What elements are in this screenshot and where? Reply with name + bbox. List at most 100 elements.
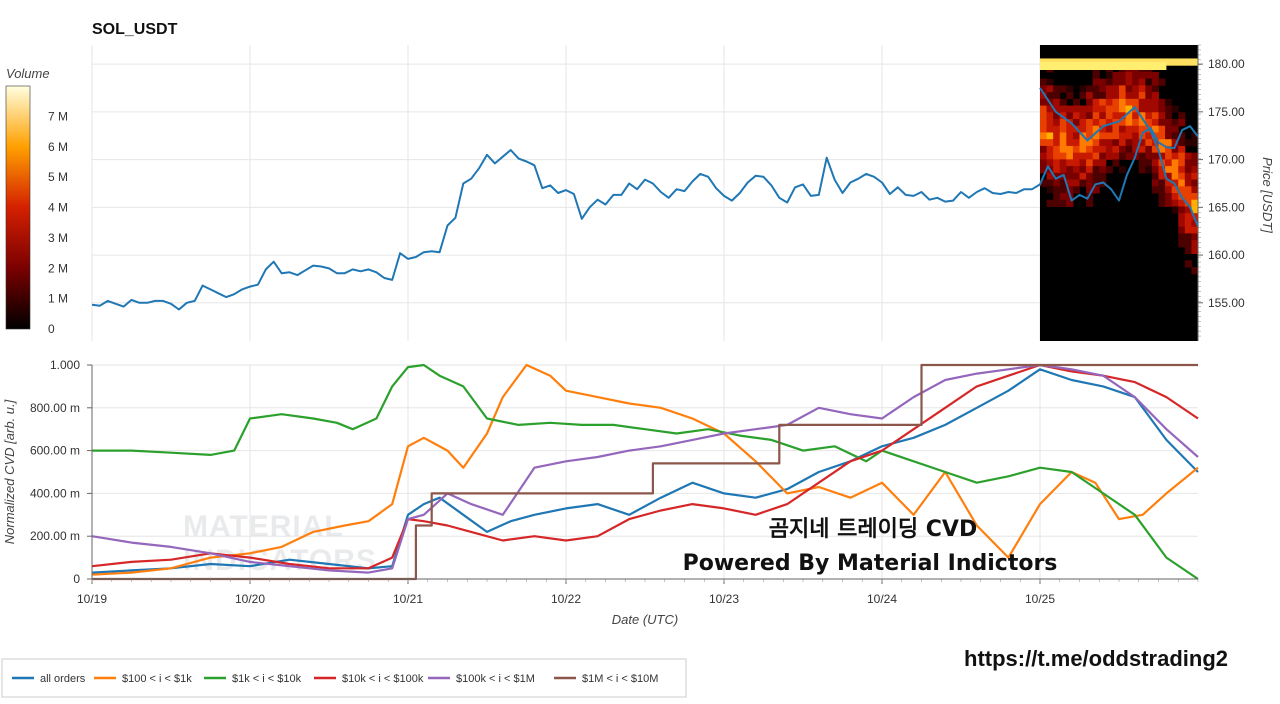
price-grid [91, 45, 1198, 341]
heatmap-cell [1132, 98, 1140, 107]
heatmap-cell [1059, 98, 1067, 107]
heatmap-cell [1165, 125, 1173, 133]
price-tick-label-1: 160.00 [1208, 248, 1245, 262]
heatmap-cell [1151, 186, 1159, 194]
heatmap-cell [1119, 105, 1127, 113]
heatmap-cell [1099, 132, 1107, 140]
price-axis-ticks: 155.00 160.00 165.00 170.00 175.00 180.00 [1198, 44, 1245, 337]
legend-label-2[interactable]: $1k < i < $10k [232, 673, 302, 685]
heatmap-cell [1099, 152, 1107, 160]
heatmap-cell [1151, 179, 1159, 187]
price-tick-label-0: 155.00 [1208, 296, 1245, 310]
heatmap-cell [1158, 132, 1166, 140]
heatmap-cell [1171, 105, 1179, 113]
heatmap-cell [1040, 105, 1048, 113]
heatmap-cell [1132, 71, 1140, 80]
heatmap-cell [1112, 125, 1120, 133]
heatmap-cell [1191, 233, 1199, 241]
cvd-tick-label-3: 600.00 m [30, 444, 80, 458]
heatmap-cell [1072, 105, 1080, 113]
heatmap-cell [1066, 85, 1074, 93]
heatmap-cell [1059, 179, 1067, 187]
heatmap-cell [1171, 172, 1179, 181]
legend-label-4[interactable]: $100k < i < $1M [456, 673, 535, 685]
cvd-axis-title: Normalized CVD [arb. u.] [2, 399, 17, 544]
heatmap-cell [1105, 85, 1113, 93]
heatmap-cell [1132, 125, 1140, 133]
cvd-tick-label-5: 1.000 [50, 358, 80, 372]
heatmap-cell [1191, 240, 1199, 248]
legend-label-0[interactable]: all orders [40, 673, 86, 685]
date-axis-ticks: 10/19 10/20 10/21 10/22 10/23 10/24 10/25 [77, 579, 1199, 606]
heatmap-cell [1158, 98, 1166, 107]
telegram-url[interactable]: https://t.me/oddstrading2 [964, 646, 1228, 671]
heatmap-cell [1105, 125, 1113, 133]
heatmap-cell [1165, 132, 1173, 140]
heatmap-cell [1184, 219, 1192, 228]
heatmap-cell [1053, 92, 1061, 100]
heatmap-cell [1105, 119, 1113, 127]
heatmap-cell [1191, 139, 1199, 147]
heatmap-cell [1119, 98, 1127, 107]
heatmap-cell [1178, 145, 1186, 154]
heatmap-cell [1145, 145, 1153, 154]
heatmap-cell [1191, 206, 1199, 214]
legend: all orders $100 < i < $1k $1k < i < $10k $1… [12, 673, 658, 685]
heatmap-cell [1072, 152, 1080, 160]
heatmap-cell [1184, 246, 1192, 255]
heatmap-cell [1145, 92, 1153, 100]
heatmap-cell [1046, 92, 1054, 100]
heatmap-cell [1125, 112, 1133, 120]
heatmap-cell [1066, 139, 1074, 147]
heatmap-cell [1112, 78, 1120, 86]
heatmap-cell [1191, 246, 1199, 255]
heatmap-cell [1059, 139, 1067, 147]
heatmap-cell [1079, 139, 1087, 147]
date-tick-label-1: 10/20 [235, 592, 265, 606]
heatmap-cell [1119, 92, 1127, 100]
heatmap-cell [1165, 58, 1173, 66]
heatmap-cell [1059, 119, 1067, 127]
heatmap-cell [1184, 206, 1192, 214]
heatmap-cell [1171, 145, 1179, 154]
legend-label-5[interactable]: $1M < i < $10M [582, 673, 658, 685]
heatmap-cell [1040, 145, 1048, 154]
heatmap-cell [1165, 152, 1173, 160]
heatmap-cell [1158, 166, 1166, 174]
heatmap-cell [1079, 85, 1087, 93]
heatmap-cell [1158, 152, 1166, 160]
heatmap-cell [1046, 159, 1054, 167]
legend-label-1[interactable]: $100 < i < $1k [122, 673, 192, 685]
legend-label-3[interactable]: $10k < i < $100k [342, 673, 424, 685]
heatmap-cell [1053, 152, 1061, 160]
heatmap-cell [1099, 119, 1107, 127]
heatmap-cell [1132, 132, 1140, 140]
heatmap-cell [1165, 172, 1173, 181]
heatmap-cell [1066, 125, 1074, 133]
heatmap-cell [1191, 172, 1199, 181]
heatmap-cell [1132, 112, 1140, 120]
heatmap-cell [1184, 226, 1192, 234]
heatmap-cell [1119, 152, 1127, 160]
heatmap-cell [1079, 105, 1087, 113]
date-tick-label-6: 10/25 [1025, 592, 1055, 606]
heatmap-cell [1165, 112, 1173, 120]
heatmap-cell [1099, 105, 1107, 113]
heatmap-cell [1046, 186, 1054, 194]
heatmap-cell [1092, 166, 1100, 174]
heatmap-cell [1105, 71, 1113, 80]
heatmap-cell [1178, 132, 1186, 140]
date-tick-label-4: 10/23 [709, 592, 739, 606]
heatmap-cell [1040, 112, 1048, 120]
heatmap-cell [1040, 98, 1048, 107]
heatmap-cell [1151, 119, 1159, 127]
heatmap-cell [1040, 125, 1048, 133]
price-tick-label-2: 165.00 [1208, 200, 1245, 214]
heatmap-cell [1171, 166, 1179, 174]
heatmap-cell [1053, 199, 1061, 207]
heatmap-cell [1086, 85, 1094, 93]
heatmap-cell [1165, 139, 1173, 147]
heatmap-cell [1132, 85, 1140, 93]
heatmap-cell [1158, 179, 1166, 187]
heatmap-cell [1165, 98, 1173, 107]
